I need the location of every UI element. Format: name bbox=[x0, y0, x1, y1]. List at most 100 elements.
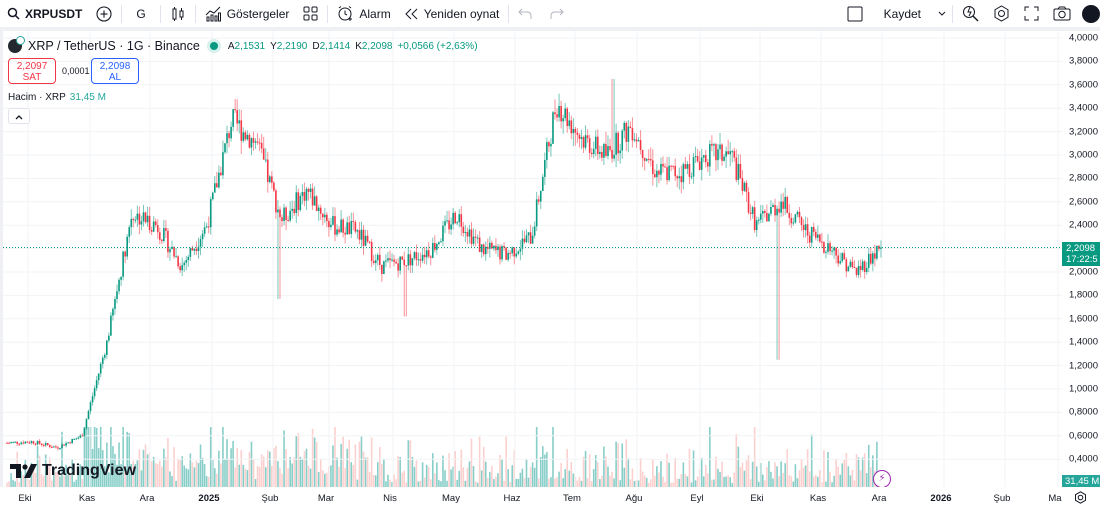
fullscreen-icon bbox=[1024, 6, 1039, 21]
sell-button[interactable]: 2,2097 SAT bbox=[8, 58, 56, 84]
gear-icon bbox=[1075, 491, 1086, 504]
undo-icon bbox=[518, 8, 534, 20]
compare-symbol-button[interactable] bbox=[89, 0, 119, 27]
buy-label: AL bbox=[108, 72, 122, 83]
square-layout-icon bbox=[847, 6, 863, 22]
ohlc-values: A2,1531 Y2,2190 D2,1414 K2,2098 +0,0566 … bbox=[227, 40, 478, 52]
templates-button[interactable] bbox=[296, 0, 325, 27]
time-tick-label: Mar bbox=[317, 493, 335, 504]
time-tick-label: 2025 bbox=[198, 493, 220, 504]
tradingview-logo[interactable]: TradingView bbox=[10, 462, 136, 480]
divider bbox=[327, 4, 329, 23]
divider bbox=[159, 4, 161, 23]
price-tick-label: 2,8000 bbox=[1068, 172, 1098, 184]
tradingview-logo-icon bbox=[10, 464, 37, 478]
time-tick-label: Haz bbox=[503, 493, 521, 504]
replay-button[interactable]: Yeniden oynat bbox=[398, 0, 507, 27]
redo-button[interactable] bbox=[541, 0, 571, 27]
time-tick-label: Şub bbox=[993, 493, 1011, 504]
layout-button[interactable] bbox=[840, 0, 870, 27]
divider bbox=[508, 4, 510, 23]
buy-button[interactable]: 2,2098 AL bbox=[91, 58, 139, 84]
bar-countdown: 17:22:5 bbox=[1066, 254, 1098, 265]
time-tick-label: Kas bbox=[809, 493, 827, 504]
divider bbox=[121, 4, 123, 23]
undo-button[interactable] bbox=[511, 0, 541, 27]
price-tick-label: 2,0000 bbox=[1068, 266, 1098, 278]
chart-type-button[interactable] bbox=[163, 0, 193, 27]
snapshot-button[interactable] bbox=[1046, 0, 1078, 27]
time-tick-label: Tem bbox=[563, 493, 581, 504]
chevron-up-icon bbox=[15, 115, 23, 120]
price-tick-label: 4,0000 bbox=[1068, 32, 1098, 44]
price-tick-label: 0,4000 bbox=[1068, 453, 1098, 465]
redo-icon bbox=[548, 8, 565, 20]
low-value: 2,1414 bbox=[319, 40, 351, 52]
rewind-icon bbox=[405, 8, 419, 20]
interval-label: G bbox=[136, 6, 146, 21]
gear-icon bbox=[993, 5, 1010, 22]
xrp-logo-icon bbox=[8, 36, 25, 53]
sell-label: SAT bbox=[22, 72, 42, 83]
price-tick-label: 1,6000 bbox=[1068, 313, 1098, 325]
camera-icon bbox=[1053, 6, 1071, 21]
price-tick-label: 3,0000 bbox=[1068, 149, 1098, 161]
divider bbox=[194, 4, 196, 23]
alarm-button[interactable]: Alarm bbox=[330, 0, 397, 27]
price-tick-label: 3,6000 bbox=[1068, 79, 1098, 91]
last-price-label: 2,2098 17:22:5 bbox=[1062, 242, 1100, 266]
axis-settings-button[interactable] bbox=[1074, 491, 1087, 509]
time-tick-label: May bbox=[442, 493, 460, 504]
volume-legend[interactable]: Hacim · XRP 31,45 M bbox=[8, 92, 106, 103]
save-button[interactable]: Kaydet bbox=[870, 0, 928, 27]
symbol-label: XRPUSDT bbox=[25, 6, 83, 21]
candles-icon bbox=[170, 6, 186, 22]
last-price-value: 2,2098 bbox=[1066, 243, 1096, 254]
indicators-button[interactable]: Göstergeler bbox=[198, 0, 297, 27]
chevron-down-icon bbox=[938, 11, 946, 17]
time-axis[interactable]: Eki Kas Ara 2025 Şub Mar Nis May Haz Tem Ağu Eyl Eki… bbox=[0, 487, 1100, 507]
price-tick-label: 1,8000 bbox=[1068, 289, 1098, 301]
top-toolbar: XRPUSDT G Göstergeler Alarm bbox=[0, 0, 1100, 31]
fullscreen-button[interactable] bbox=[1017, 0, 1046, 27]
branding-text: TradingView bbox=[42, 462, 136, 479]
symbol-search-button[interactable]: XRPUSDT bbox=[0, 0, 89, 27]
replay-label: Yeniden oynat bbox=[423, 6, 500, 21]
save-menu-button[interactable] bbox=[928, 0, 950, 27]
volume-legend-label: Hacim · XRP bbox=[8, 92, 66, 103]
time-tick-label: Eki bbox=[750, 493, 764, 504]
quick-search-button[interactable] bbox=[955, 0, 986, 27]
time-tick-label: Nis bbox=[383, 493, 397, 504]
indicators-label: Göstergeler bbox=[226, 6, 290, 21]
price-tick-label: 1,4000 bbox=[1068, 336, 1098, 348]
time-tick-label: Eyl bbox=[690, 493, 704, 504]
time-tick-label: Kas bbox=[78, 493, 96, 504]
interval-button[interactable]: G bbox=[124, 0, 157, 27]
collapse-legend-button[interactable] bbox=[8, 108, 30, 124]
lightning-icon[interactable]: ⚡︎ bbox=[873, 470, 891, 488]
sell-price: 2,2097 bbox=[16, 61, 48, 72]
market-status-icon[interactable] bbox=[209, 42, 218, 50]
time-tick-label: Eki bbox=[18, 493, 32, 504]
time-tick-label: Ara bbox=[139, 493, 155, 504]
save-label: Kaydet bbox=[883, 6, 921, 21]
open-value: 2,1531 bbox=[234, 40, 266, 52]
plus-circle-icon bbox=[96, 5, 112, 22]
indicators-icon bbox=[205, 6, 222, 22]
price-tick-label: 0,8000 bbox=[1068, 406, 1098, 418]
time-tick-label: 2026 bbox=[930, 493, 952, 504]
price-tick-label: 2,6000 bbox=[1068, 196, 1098, 208]
settings-button[interactable] bbox=[986, 0, 1017, 27]
avatar[interactable] bbox=[1082, 4, 1100, 23]
volume-badge: 31,45 M bbox=[1062, 475, 1100, 488]
buy-price: 2,2098 bbox=[99, 61, 131, 72]
alarm-clock-icon bbox=[337, 5, 354, 22]
change-value: +0,0566 (+2,63%) bbox=[397, 40, 478, 52]
close-value: 2,2098 bbox=[361, 40, 393, 52]
time-tick-label: Ağu bbox=[625, 493, 643, 504]
chart-pane[interactable] bbox=[0, 31, 1062, 487]
symbol-title[interactable]: XRP / TetherUS · 1G · Binance bbox=[28, 39, 200, 53]
candlestick-plot[interactable] bbox=[3, 31, 1062, 487]
price-tick-label: 3,2000 bbox=[1068, 126, 1098, 138]
high-value: 2,2190 bbox=[276, 40, 308, 52]
